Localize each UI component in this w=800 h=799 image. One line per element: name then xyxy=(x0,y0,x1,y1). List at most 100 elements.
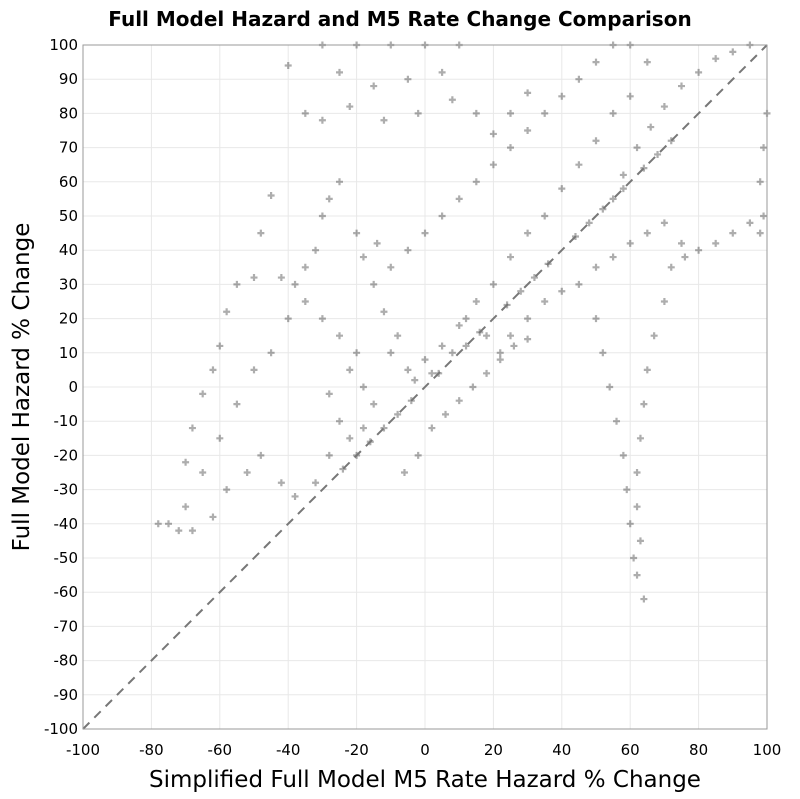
y-tick-label: -80 xyxy=(54,652,79,670)
data-point xyxy=(387,263,395,271)
data-point xyxy=(199,390,207,398)
data-point xyxy=(359,253,367,261)
data-point xyxy=(380,116,388,124)
data-point xyxy=(301,263,309,271)
data-point xyxy=(336,332,343,340)
data-point xyxy=(277,479,285,487)
data-point xyxy=(370,400,378,408)
data-point xyxy=(325,390,333,398)
data-point xyxy=(524,89,532,97)
data-point xyxy=(359,424,367,432)
data-point xyxy=(353,349,361,357)
data-point xyxy=(233,400,241,408)
data-point xyxy=(404,366,412,374)
data-point xyxy=(394,410,402,418)
data-point xyxy=(267,191,275,199)
data-point xyxy=(223,486,231,494)
data-point xyxy=(489,280,497,288)
data-point xyxy=(678,82,685,90)
data-point xyxy=(654,150,662,158)
data-point xyxy=(472,178,480,186)
x-tick-label: 20 xyxy=(484,741,503,759)
data-point xyxy=(633,144,641,152)
data-point xyxy=(414,109,422,117)
data-point xyxy=(489,161,497,169)
data-point xyxy=(154,520,162,528)
data-point xyxy=(301,109,309,117)
x-axis-label: Simplified Full Model M5 Rate Hazard % C… xyxy=(149,767,701,793)
data-point xyxy=(257,229,265,237)
data-point xyxy=(623,486,631,494)
data-point xyxy=(472,109,480,117)
data-point xyxy=(507,253,514,261)
data-point xyxy=(370,82,378,90)
data-point xyxy=(640,400,648,408)
data-point xyxy=(606,383,614,391)
data-point xyxy=(619,185,627,193)
data-point xyxy=(387,349,395,357)
y-tick-label: 40 xyxy=(59,241,78,259)
data-point xyxy=(336,178,343,186)
data-point xyxy=(524,335,532,343)
data-point xyxy=(678,239,685,247)
data-point xyxy=(182,503,190,511)
data-point xyxy=(524,315,532,323)
data-point xyxy=(209,366,217,374)
data-point xyxy=(291,492,299,500)
data-point xyxy=(667,137,675,145)
data-point xyxy=(223,308,231,316)
data-point xyxy=(530,274,538,282)
data-point xyxy=(483,369,491,377)
reference-diagonal-line xyxy=(82,44,768,730)
data-point xyxy=(599,349,607,357)
data-point xyxy=(455,397,463,405)
y-tick-label: -30 xyxy=(54,481,79,499)
data-point xyxy=(188,424,196,432)
data-point xyxy=(609,253,617,261)
data-point xyxy=(729,48,737,56)
data-point xyxy=(507,109,514,117)
x-tick-label: 40 xyxy=(552,741,571,759)
data-point xyxy=(592,137,600,145)
x-tick-label: 0 xyxy=(420,741,430,759)
plot-frame xyxy=(82,44,768,730)
data-point xyxy=(469,383,477,391)
y-tick-label: 90 xyxy=(59,70,78,88)
data-point xyxy=(643,229,651,237)
data-point xyxy=(339,465,347,473)
data-point xyxy=(267,349,275,357)
data-point xyxy=(472,298,480,305)
data-point xyxy=(291,280,299,288)
data-point xyxy=(175,527,183,535)
data-point xyxy=(507,144,514,152)
data-point xyxy=(613,417,621,425)
x-tick-label: -20 xyxy=(344,741,369,759)
data-point xyxy=(250,366,258,374)
data-point xyxy=(489,130,497,138)
data-point xyxy=(609,109,617,117)
y-tick-label: 20 xyxy=(59,310,78,328)
data-point xyxy=(394,332,402,340)
chart-title: Full Model Hazard and M5 Rate Change Com… xyxy=(108,7,691,31)
data-point xyxy=(346,103,354,111)
data-point xyxy=(619,171,627,179)
data-point xyxy=(442,410,450,418)
data-point xyxy=(318,212,326,220)
y-axis-ticks: -100-90-80-70-60-50-40-30-20-10010203040… xyxy=(44,36,78,738)
data-point xyxy=(496,349,504,357)
y-tick-label: 0 xyxy=(68,378,78,396)
data-point xyxy=(695,246,703,254)
x-tick-label: 80 xyxy=(689,741,708,759)
data-point xyxy=(729,229,737,237)
data-point xyxy=(414,451,422,459)
data-point xyxy=(756,178,764,186)
data-point xyxy=(428,369,436,377)
x-tick-label: -60 xyxy=(208,741,233,759)
data-point xyxy=(250,274,258,282)
data-point xyxy=(199,469,207,476)
data-point xyxy=(712,239,720,247)
data-point xyxy=(609,195,617,203)
y-tick-label: 70 xyxy=(59,139,78,157)
data-point xyxy=(188,527,196,535)
y-tick-label: -90 xyxy=(54,686,79,704)
